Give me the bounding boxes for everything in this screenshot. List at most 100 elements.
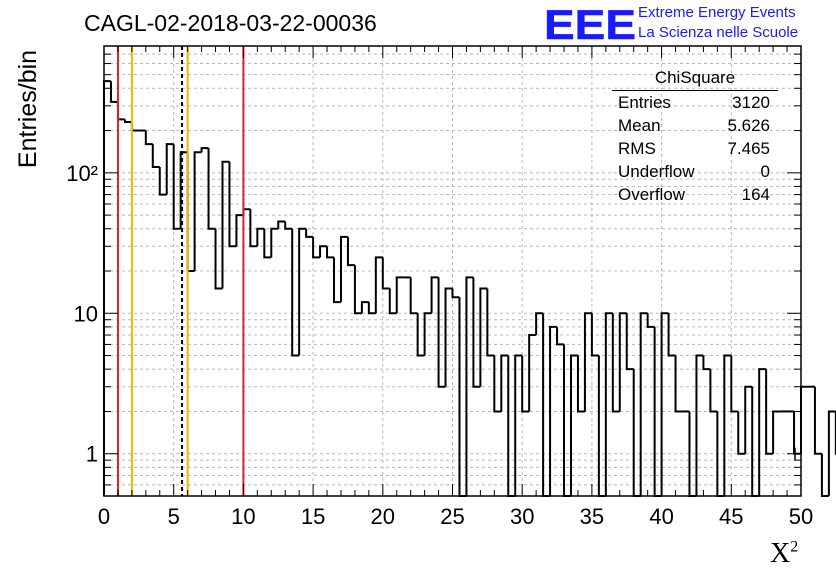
histogram-bin (186, 152, 195, 272)
histogram-bin (305, 228, 314, 238)
histogram-bin (346, 236, 355, 267)
histogram-bin (723, 354, 732, 496)
histogram-bin (590, 313, 599, 357)
histogram-bin (549, 325, 558, 496)
logo-tagline-1: Extreme Energy Events (638, 4, 796, 21)
histogram-bin (207, 148, 216, 230)
histogram-bin (430, 276, 439, 314)
histogram-bin (772, 410, 781, 454)
histogram-bin (597, 355, 606, 497)
histogram-bin (144, 130, 153, 146)
stats-row-entries: Entries 3120 (612, 91, 778, 114)
eee-logo: EEE (544, 4, 637, 42)
histogram-bin (249, 209, 258, 248)
histogram-bin (263, 228, 272, 259)
x-tick-label: 30 (510, 504, 534, 529)
histogram-bin (737, 411, 746, 455)
histogram-bin (200, 147, 209, 153)
stats-row-mean: Mean 5.626 (612, 114, 778, 137)
histogram-bin (193, 151, 202, 271)
y-axis-label: Entries/bin (14, 49, 42, 169)
histogram-bin (235, 214, 244, 247)
run-title: CAGL-02-2018-03-22-00036 (84, 10, 377, 36)
histogram-bin (319, 245, 328, 258)
histogram-bin (409, 277, 418, 315)
histogram-bin (744, 385, 753, 454)
histogram-bin (542, 313, 551, 497)
histogram-bin (116, 101, 125, 121)
histogram-bin (660, 312, 669, 496)
histogram-bin (221, 160, 230, 289)
stats-value: 5.626 (727, 116, 770, 135)
stats-row-underflow: Underflow 0 (612, 160, 778, 183)
histogram-bin (618, 312, 627, 412)
histogram-bin (583, 312, 592, 412)
stats-label: Underflow (618, 162, 695, 181)
histogram-bin (556, 326, 565, 346)
histogram-bin (179, 151, 188, 229)
stats-box: ChiSquare Entries 3120 Mean 5.626 RMS 7.… (612, 68, 778, 206)
histogram-bin (521, 355, 530, 413)
histogram-bin (604, 312, 613, 496)
x-tick-label: 5 (168, 504, 180, 529)
stats-row-overflow: Overflow 164 (612, 183, 778, 206)
histogram-bin (242, 208, 251, 216)
histogram-bin (437, 277, 446, 388)
histogram-bin (256, 227, 265, 247)
histogram-bin (423, 312, 432, 356)
histogram-bin (758, 368, 767, 496)
histogram-bin (151, 144, 160, 169)
histogram-bin (674, 355, 683, 413)
histogram-bin (333, 257, 341, 304)
stats-value: 0 (760, 162, 770, 181)
histogram-bin (416, 313, 425, 357)
histogram-bin (535, 312, 544, 336)
histogram-bin (479, 287, 488, 387)
histogram-bin (158, 167, 167, 196)
stats-row-rms: RMS 7.465 (612, 137, 778, 160)
histogram-bin (326, 246, 335, 259)
histogram-bin (611, 313, 620, 413)
tick-labels: 0 5 10 15 20 25 30 35 40 45 50 1 10 10² (66, 161, 813, 529)
grid-lines (104, 46, 801, 496)
histogram-bin (339, 235, 348, 303)
histogram-bin (576, 355, 585, 413)
histogram-bin (277, 220, 286, 229)
stats-title: ChiSquare (612, 68, 778, 91)
stats-value: 7.465 (727, 139, 770, 158)
histogram-bin (632, 369, 641, 497)
histogram-bin (486, 288, 495, 357)
histogram-bin (270, 227, 279, 258)
histogram-bin (820, 453, 829, 497)
stats-value: 164 (741, 185, 770, 204)
histogram-bin (730, 355, 739, 413)
stats-value: 3120 (732, 93, 770, 112)
x-axis-label-superscript: 2 (790, 538, 799, 556)
logo-tagline-2: La Scienza nelle Scuole (638, 24, 799, 41)
histogram-bin (800, 385, 808, 454)
histogram-bin (367, 302, 376, 315)
histogram-bin (109, 81, 118, 103)
histogram-bin (493, 355, 502, 413)
histogram-bin (639, 312, 648, 496)
axis-ticks (103, 45, 802, 497)
histogram-bin (702, 355, 711, 371)
y-tick-label: 10² (66, 161, 98, 186)
histogram-bin (563, 344, 571, 497)
x-tick-label: 15 (301, 504, 325, 529)
histogram-bin (214, 228, 223, 290)
x-tick-label: 45 (719, 504, 743, 529)
threshold-markers (116, 46, 245, 496)
histogram-bin (374, 256, 383, 314)
y-tick-label: 1 (86, 442, 98, 467)
x-tick-label: 50 (789, 504, 813, 529)
histogram-bin (388, 288, 397, 315)
histogram-bin (284, 221, 293, 230)
histogram-bin (751, 386, 760, 497)
x-tick-label: 40 (649, 504, 673, 529)
x-tick-label: 20 (371, 504, 395, 529)
histogram-bin (646, 313, 655, 328)
histogram-bin (228, 161, 237, 248)
histogram-bin (793, 411, 801, 455)
